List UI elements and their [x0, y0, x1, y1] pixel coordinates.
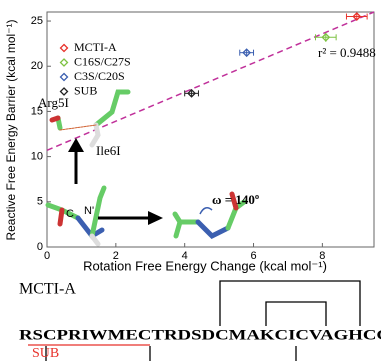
x-tick-label: 0	[44, 250, 50, 262]
y-tick-label: 20	[31, 60, 43, 72]
page: {"chart_data": { "type": "scatter", "xla…	[0, 0, 381, 361]
y-tick-label: 10	[31, 151, 43, 163]
sequence-name: MCTI-A	[19, 281, 76, 298]
annotation: ω = 140º	[212, 192, 259, 207]
y-tick-label: 0	[37, 241, 43, 253]
x-axis-label: Rotation Free Energy Change (kcal mol⁻¹)	[83, 258, 327, 273]
annotation: Arg5I	[38, 95, 69, 110]
y-axis-label: Reactive Free Energy Barrier (kcal mol⁻¹…	[4, 19, 18, 240]
legend-marker	[61, 74, 68, 81]
legend-marker	[61, 59, 68, 66]
disulfide-bottom	[46, 346, 296, 361]
annotation: C	[66, 208, 74, 220]
molecule-left	[48, 188, 104, 244]
legend-label: C16S/C27S	[74, 54, 131, 68]
y-tick-label: 25	[31, 15, 43, 27]
legend-label: MCTI-A	[74, 40, 117, 54]
legend-label: SUB	[74, 83, 97, 97]
legend-marker	[61, 88, 68, 95]
y-tick-label: 5	[37, 196, 43, 208]
annotation: N'	[84, 205, 94, 217]
legend-marker	[61, 45, 68, 52]
disulfide-top	[220, 281, 360, 326]
figure: 051015202502468MCTI-AC16S/C27SC3S/C20SSU…	[0, 0, 381, 361]
sub-label: SUB	[32, 346, 59, 361]
legend-label: C3S/C20S	[74, 69, 125, 83]
annotation: Ile6I	[96, 143, 121, 158]
annotation: r² = 0.9488	[318, 45, 376, 60]
sequence: RSCPRIWMECTRDSDCMAKCICVAGHCG	[19, 327, 381, 343]
